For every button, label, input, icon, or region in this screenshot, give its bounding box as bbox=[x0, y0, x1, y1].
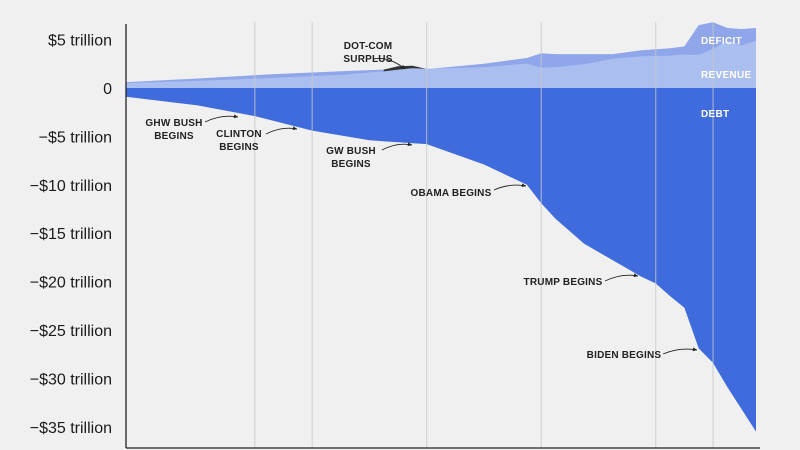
annotation-arrow bbox=[604, 274, 639, 282]
y-tick-label: −$20 trillion bbox=[30, 275, 112, 292]
annotation-arrowhead bbox=[407, 142, 412, 147]
annotation-arrow bbox=[204, 115, 239, 123]
surplus-area bbox=[383, 65, 427, 72]
annotation-label: DOT-COM SURPLUS bbox=[343, 41, 392, 65]
annotation-arrow bbox=[381, 143, 413, 151]
annotation-arrowhead bbox=[521, 183, 526, 188]
annotation-arrowhead bbox=[400, 64, 405, 69]
annotation-arrow bbox=[265, 127, 298, 135]
series-label: DEBT bbox=[701, 109, 729, 120]
annotation-label: TRUMP BEGINS bbox=[524, 277, 603, 288]
annotation-label: GW BUSH BEGINS bbox=[326, 146, 376, 170]
annotation-label: CLINTON BEGINS bbox=[216, 129, 262, 153]
y-tick-label: −$35 trillion bbox=[30, 420, 112, 437]
y-tick-label: −$15 trillion bbox=[30, 226, 112, 243]
annotation-arrow bbox=[662, 348, 698, 355]
annotation-arrow bbox=[493, 184, 527, 191]
revenue-area bbox=[126, 40, 756, 88]
series-label: REVENUE bbox=[701, 70, 751, 81]
y-tick-label: −$10 trillion bbox=[30, 178, 112, 195]
annotation-label: BIDEN BEGINS bbox=[587, 350, 662, 361]
series-label: DEFICIT bbox=[701, 36, 742, 47]
annotation-label: GHW BUSH BEGINS bbox=[145, 118, 202, 142]
y-tick-label: 0 bbox=[103, 81, 112, 98]
y-tick-label: −$30 trillion bbox=[30, 371, 112, 388]
y-tick-label: −$25 trillion bbox=[30, 323, 112, 340]
y-tick-label: $5 trillion bbox=[48, 33, 112, 50]
annotation-arrowhead bbox=[233, 114, 238, 119]
debt-area bbox=[126, 88, 756, 432]
annotation-arrowhead bbox=[692, 347, 697, 352]
annotation-arrowhead bbox=[633, 273, 638, 278]
annotation-arrowhead bbox=[292, 126, 297, 131]
annotation-label: OBAMA BEGINS bbox=[411, 188, 492, 199]
y-tick-label: −$5 trillion bbox=[39, 129, 112, 146]
